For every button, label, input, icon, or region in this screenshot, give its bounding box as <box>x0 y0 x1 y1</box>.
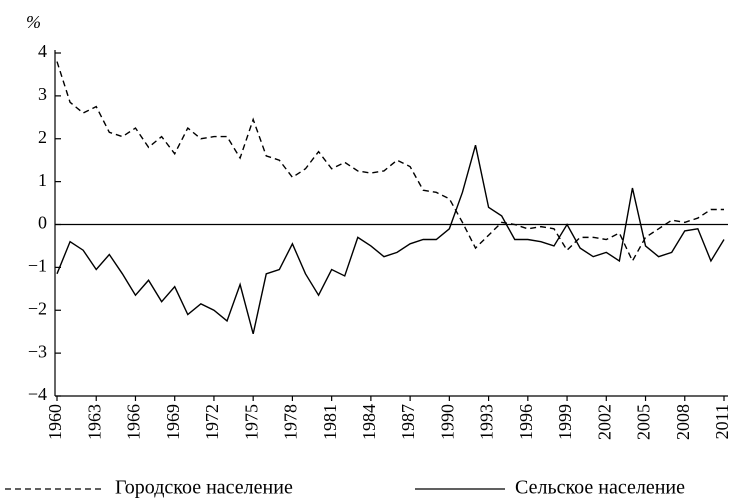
x-tick-label: 1960 <box>45 404 65 440</box>
x-tick-label: 1990 <box>437 404 457 440</box>
y-tick-label: −3 <box>28 341 47 361</box>
x-tick-label: 1963 <box>84 404 104 440</box>
x-tick-label: 2008 <box>673 404 693 440</box>
x-tick-label: 1987 <box>398 404 418 440</box>
x-tick-label: 1999 <box>555 404 575 440</box>
y-tick-label: 1 <box>38 170 47 190</box>
legend-label: Сельское население <box>515 477 685 499</box>
y-tick-label: −4 <box>28 384 47 404</box>
y-tick-label: 3 <box>38 84 47 104</box>
x-tick-label: 1972 <box>202 404 222 440</box>
x-tick-label: 1981 <box>320 404 340 440</box>
y-tick-label: 2 <box>38 127 47 147</box>
x-tick-label: 2011 <box>712 404 732 439</box>
x-tick-label: 1984 <box>359 404 379 440</box>
x-tick-label: 2005 <box>634 404 654 440</box>
x-tick-label: 2002 <box>594 404 614 440</box>
y-tick-label: 4 <box>38 41 47 61</box>
x-tick-label: 1969 <box>163 404 183 440</box>
x-tick-label: 1978 <box>281 404 301 440</box>
series-line <box>56 144 725 335</box>
x-tick-label: 1996 <box>516 404 536 440</box>
series-line <box>56 61 724 263</box>
y-tick-label: 0 <box>38 213 47 233</box>
y-tick-label: −1 <box>28 256 47 276</box>
legend-label: Городское население <box>115 477 293 499</box>
y-tick-label: −2 <box>28 298 47 318</box>
y-axis-label: % <box>26 12 41 32</box>
x-tick-label: 1975 <box>241 404 261 440</box>
x-tick-label: 1966 <box>124 404 144 440</box>
x-tick-label: 1993 <box>477 404 497 440</box>
